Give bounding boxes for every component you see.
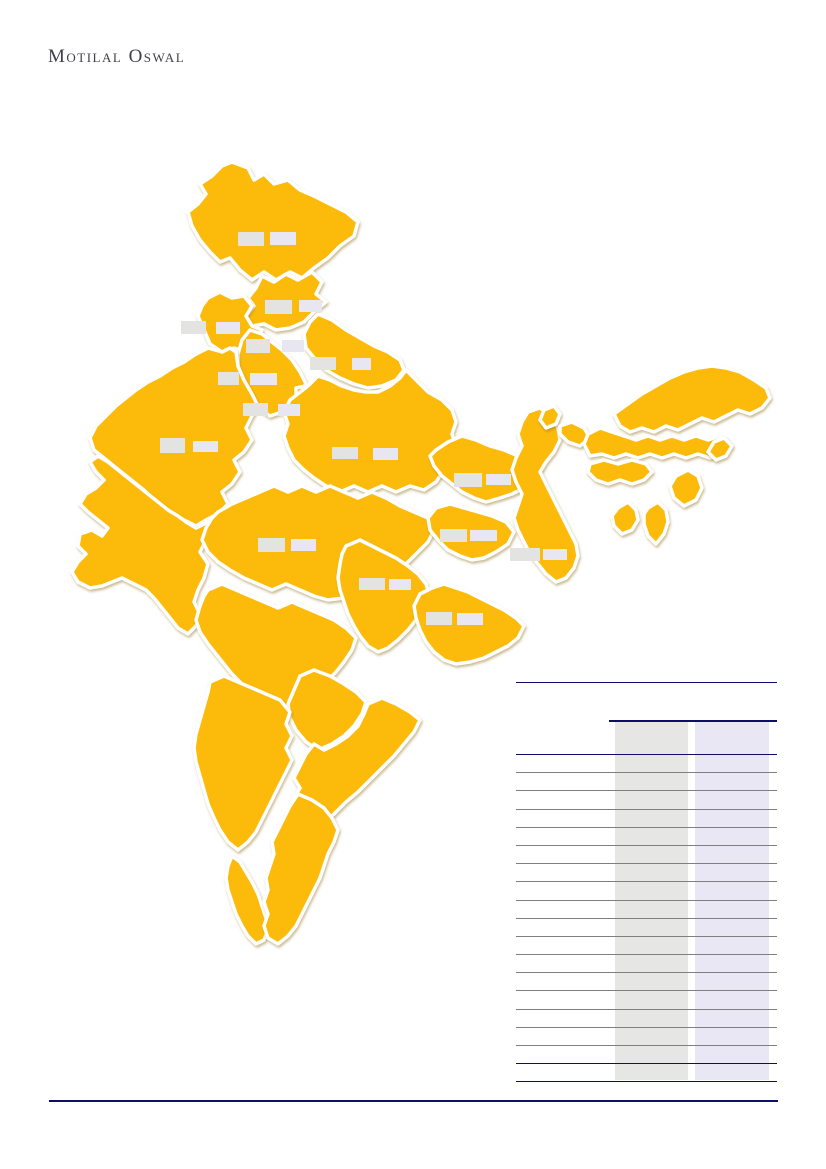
state-label-placeholder [291,539,316,551]
table-body [516,754,777,1083]
state-label-placeholder [510,548,540,561]
table-row [516,773,777,792]
state-tamil-nadu [262,792,340,946]
state-label-placeholder [216,322,240,334]
state-label-placeholder [270,232,296,245]
table-header-rule [609,720,777,722]
state-label-placeholder [243,403,268,416]
data-table [516,682,777,1083]
state-label-placeholder [181,321,206,334]
state-label-placeholder [218,372,239,385]
state-west-bengal [510,406,580,584]
table-row [516,1028,777,1046]
table-row [516,1064,777,1083]
state-arunachal-pradesh [612,364,772,434]
state-kerala [224,854,270,946]
state-label-placeholder [250,373,277,385]
state-label-placeholder [373,448,398,460]
table-row [516,810,777,828]
state-tripura [610,500,640,536]
table-row [516,828,777,846]
table-row [516,882,777,901]
table-row [516,973,777,992]
state-sikkim [538,404,562,430]
state-label-placeholder [352,358,371,370]
state-label-placeholder [389,579,411,590]
state-jammu-kashmir [186,160,360,282]
state-label-placeholder [193,441,218,452]
state-label-placeholder [246,339,270,353]
state-label-placeholder [332,447,358,459]
table-row [516,955,777,974]
motilal-oswal-logo: Motilal Oswal [48,46,186,67]
state-label-placeholder [278,404,300,416]
table-row [516,919,777,937]
state-label-placeholder [457,613,483,625]
state-karnataka [192,674,294,852]
state-label-placeholder [160,438,185,453]
state-label-placeholder [543,549,567,560]
state-label-placeholder [440,529,467,542]
state-gujarat [70,454,218,636]
table-row [516,937,777,956]
state-nagaland [706,436,734,462]
state-label-placeholder [258,538,285,552]
state-label-placeholder [486,474,511,485]
table-row [516,791,777,810]
state-label-placeholder [426,612,452,625]
table-row [516,1010,777,1028]
footer-rule [49,1100,778,1102]
state-chhattisgarh [336,538,432,654]
state-label-placeholder [454,473,482,487]
table-row [516,991,777,1010]
state-meghalaya [586,458,654,486]
table-row [516,846,777,865]
table-row [516,901,777,919]
table-row [516,1046,777,1065]
state-label-placeholder [310,357,336,370]
state-label-placeholder [238,232,264,246]
state-label-placeholder [299,300,322,312]
state-label-placeholder [470,530,497,541]
table-row [516,755,777,774]
table-row [516,864,777,883]
state-label-placeholder [265,300,292,314]
state-label-placeholder [359,578,385,590]
state-label-placeholder [282,340,304,352]
state-manipur [668,468,704,508]
state-mizoram [642,500,670,546]
